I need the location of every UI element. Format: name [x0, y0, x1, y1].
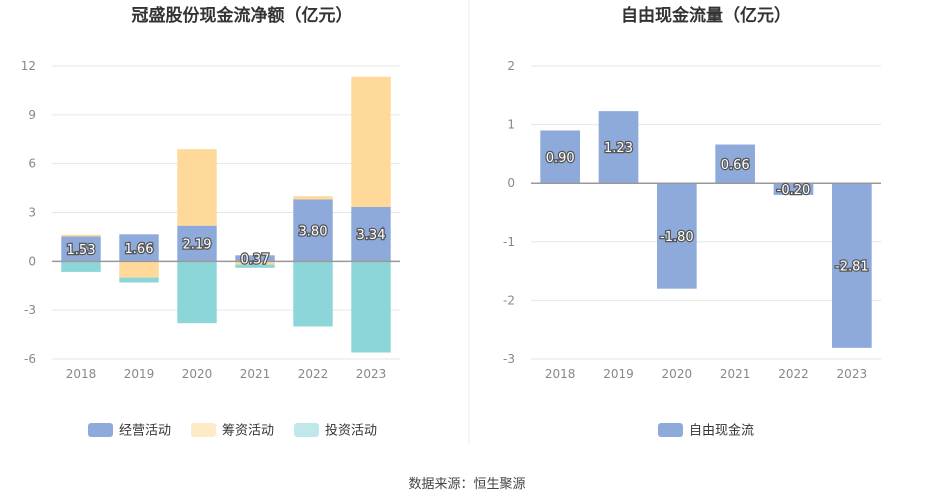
bar-筹资活动-2022 — [293, 196, 333, 200]
y-tick-label: 6 — [28, 157, 36, 171]
x-tick-label: 2018 — [545, 367, 576, 381]
data-label: 0.37 — [241, 252, 270, 267]
x-tick-label: 2022 — [298, 367, 329, 381]
bar-自由现金流-2022 — [773, 183, 814, 195]
y-tick-label: -2 — [503, 293, 515, 307]
bar-经营活动-2019 — [119, 234, 159, 262]
x-tick-label: 2019 — [603, 367, 634, 381]
bar-投资活动-2022 — [293, 261, 333, 327]
x-tick-label: 2018 — [66, 367, 97, 381]
bar-经营活动-2021 — [235, 255, 275, 262]
bar-自由现金流-2020 — [657, 183, 697, 289]
x-tick-label: 2023 — [837, 367, 868, 381]
x-tick-label: 2020 — [662, 367, 693, 381]
bar-经营活动-2018 — [61, 236, 101, 262]
free-cash-flow-bar-chart: -3 -2 -1 0 1 2 2018 2019 2020 2021 2022 2023 0.90 1.2… — [503, 59, 881, 381]
y-tick-label: -3 — [24, 303, 36, 317]
data-label: -1.80 — [660, 230, 694, 245]
data-label: 0.90 — [546, 151, 575, 166]
bar-投资活动-2023 — [351, 261, 391, 353]
data-label: 1.23 — [604, 141, 633, 156]
bar-经营活动-2020 — [177, 225, 217, 262]
data-label: 1.66 — [125, 242, 154, 257]
x-tick-label: 2023 — [356, 367, 387, 381]
y-tick-label: 3 — [28, 206, 36, 220]
y-tick-label: -3 — [503, 352, 515, 366]
data-label: 3.34 — [357, 228, 386, 243]
legend-label[interactable]: 自由现金流 — [689, 423, 754, 439]
y-tick-label: 0 — [28, 254, 36, 268]
right-chart-title: 自由现金流量（亿元） — [621, 5, 791, 26]
data-label: 2.19 — [183, 238, 212, 253]
bar-筹资活动-2021 — [235, 261, 275, 265]
y-tick-label: 1 — [507, 118, 515, 132]
cash-flow-stacked-bar-chart: -6 -3 0 3 6 9 12 2018 2019 2020 2021 2022 2023 1.53 1.… — [21, 59, 400, 381]
bar-自由现金流-2021 — [715, 144, 755, 184]
y-tick-label: -6 — [24, 352, 36, 366]
data-label: 3.80 — [299, 224, 328, 239]
x-tick-label: 2021 — [240, 367, 271, 381]
bar-经营活动-2022 — [293, 199, 333, 262]
bar-自由现金流-2018 — [540, 130, 580, 184]
right-legend: 自由现金流 — [658, 423, 754, 439]
legend-swatch[interactable] — [191, 423, 217, 437]
left-chart-title: 冠盛股份现金流净额（亿元） — [132, 5, 353, 26]
x-tick-label: 2021 — [720, 367, 751, 381]
data-label: -0.20 — [777, 183, 811, 198]
bar-筹资活动-2020 — [177, 149, 217, 226]
y-tick-label: 12 — [21, 59, 36, 73]
legend-label[interactable]: 投资活动 — [325, 423, 377, 439]
bar-筹资活动-2018 — [61, 234, 101, 237]
x-tick-label: 2020 — [182, 367, 213, 381]
bar-筹资活动-2019 — [119, 261, 159, 278]
legend-swatch[interactable] — [88, 423, 113, 437]
data-label: -2.81 — [835, 260, 869, 275]
data-label: 0.66 — [721, 158, 750, 173]
legend-label[interactable]: 筹资活动 — [222, 423, 274, 439]
x-tick-label: 2019 — [124, 367, 155, 381]
bar-自由现金流-2023 — [832, 183, 872, 348]
data-label: 1.53 — [67, 243, 96, 258]
x-tick-label: 2022 — [778, 367, 809, 381]
bar-投资活动-2018 — [61, 261, 101, 272]
bar-投资活动-2019 — [119, 277, 159, 283]
data-source-note: 数据来源：恒生聚源 — [408, 477, 525, 492]
bar-筹资活动-2023 — [351, 76, 391, 207]
legend-swatch[interactable] — [658, 423, 683, 437]
bar-投资活动-2021 — [235, 264, 275, 268]
y-tick-label: -1 — [503, 235, 515, 249]
legend-swatch[interactable] — [294, 423, 320, 437]
bar-自由现金流-2019 — [598, 111, 639, 184]
bar-投资活动-2020 — [177, 261, 217, 324]
y-tick-label: 2 — [507, 59, 515, 73]
left-legend: 经营活动 筹资活动 投资活动 — [88, 423, 377, 439]
legend-label[interactable]: 经营活动 — [119, 424, 171, 439]
y-tick-label: 0 — [507, 176, 515, 190]
y-tick-label: 9 — [28, 108, 36, 122]
bar-经营活动-2023 — [351, 206, 391, 262]
